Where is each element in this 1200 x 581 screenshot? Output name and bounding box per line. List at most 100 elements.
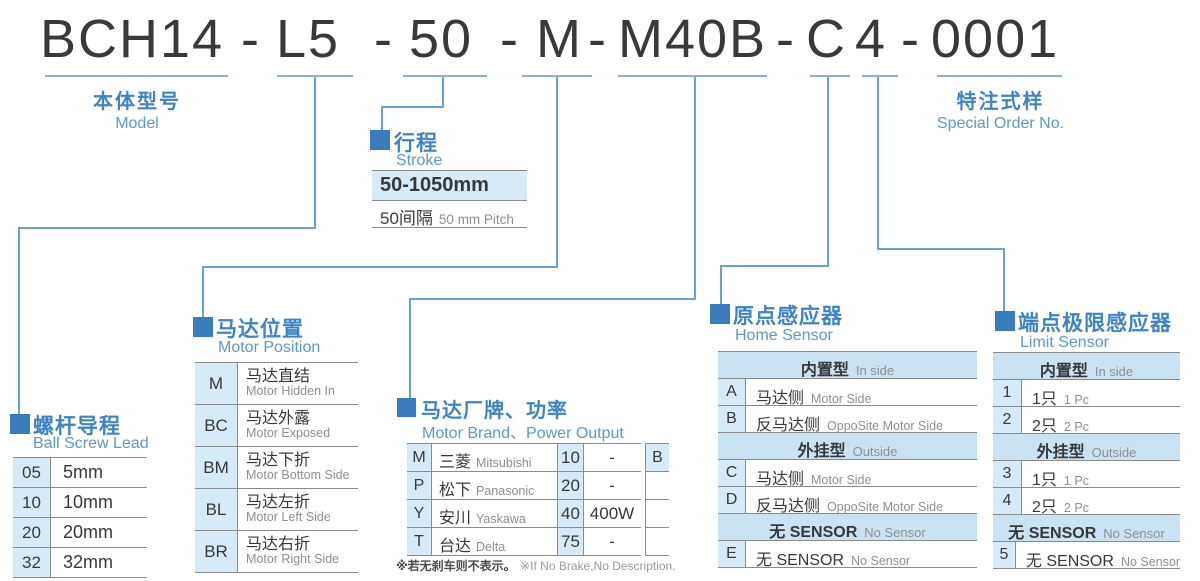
- sensor-zh: 1只: [1032, 391, 1057, 408]
- brake-note-en: ※If No Brake,No Description.: [520, 559, 676, 573]
- stroke-section-title-zh: 行程: [394, 132, 438, 155]
- model-separator: -: [500, 9, 520, 69]
- sensor-en: 1 Pc: [1063, 393, 1089, 407]
- table-row: BM 马达下折 Motor Bottom Side: [195, 447, 358, 489]
- home-sensor-section-title-en: Home Sensor: [735, 327, 833, 344]
- motor-brand-name: 台达 Delta: [432, 528, 558, 555]
- motor-brand-section-title-zh: 马达厂牌、功率: [421, 400, 568, 422]
- lead-section-title-zh: 螺杆导程: [33, 415, 121, 438]
- model-separator: -: [241, 9, 261, 69]
- sensor-value: 无 SENSOR No Sensor: [746, 541, 977, 569]
- group-header-zh: 无 SENSOR: [1008, 525, 1097, 542]
- model-separator: -: [374, 9, 394, 69]
- model-separator: -: [588, 9, 608, 69]
- underline-lead: [277, 75, 353, 77]
- section-marker-icon: [10, 414, 30, 434]
- motor-position-value: 马达左折 Motor Left Side: [238, 489, 358, 530]
- lead-code: 32: [13, 548, 51, 577]
- model-label-en: Model: [115, 115, 159, 132]
- connector-line-lead: [18, 227, 316, 229]
- motor-position-en: Motor Hidden In: [246, 384, 335, 399]
- sensor-zh: 马达侧: [756, 471, 805, 488]
- table-row: 10 10mm: [13, 488, 147, 518]
- brake-note-zh: ※若无刹车则不表示。: [396, 559, 516, 573]
- sensor-code: 2: [993, 407, 1022, 433]
- model-segment-special-order: 0001: [931, 9, 1060, 69]
- connector-line-stroke: [381, 106, 444, 108]
- sensor-en: 1 Pc: [1063, 474, 1089, 488]
- connector-line-motor-brand: [694, 77, 696, 298]
- sensor-value: 1只 1 Pc: [1022, 380, 1180, 408]
- connector-line-motor-position: [202, 266, 558, 268]
- motor-position-value: 马达外露 Motor Exposed: [238, 405, 358, 446]
- group-header-zh: 无 SENSOR: [769, 524, 858, 541]
- sensor-en: Motor Side: [811, 392, 872, 406]
- table-row: T 台达 Delta 75 -: [407, 528, 641, 556]
- underline-limit-sensor: [862, 75, 898, 77]
- table-row: C 马达侧 Motor Side: [718, 460, 977, 488]
- brake-cell: [646, 528, 669, 556]
- lead-code: 20: [13, 518, 51, 547]
- sensor-en: 2 Pc: [1063, 420, 1089, 434]
- model-segment-stroke: 50: [409, 9, 474, 69]
- motor-brand-code: T: [407, 528, 432, 555]
- motor-position-en: Motor Exposed: [246, 426, 331, 441]
- model-segment-lead: L5: [276, 9, 341, 69]
- table-row: M 马达直结 Motor Hidden In: [195, 363, 358, 405]
- group-header-en: In side: [1094, 364, 1134, 379]
- section-marker-icon: [397, 398, 416, 417]
- sensor-code: 4: [993, 488, 1022, 514]
- connector-line-lead: [18, 227, 20, 415]
- sensor-en: OppoSite Motor Side: [827, 419, 944, 433]
- motor-brand-en: Delta: [476, 540, 506, 554]
- brake-cell: [646, 472, 669, 500]
- motor-position-table: M 马达直结 Motor Hidden In BC 马达外露 Motor Exp…: [195, 362, 358, 573]
- lead-value: 5mm: [63, 462, 103, 482]
- group-header-en: In side: [855, 363, 895, 378]
- group-header-zh: 外挂型: [797, 443, 846, 460]
- model-segment-limit-sensor: 4: [855, 9, 888, 69]
- stroke-section-title-en: Stroke: [396, 152, 443, 169]
- brake-column: B: [645, 443, 669, 556]
- motor-brand-section-title-en: Motor Brand、Power Output: [422, 425, 624, 442]
- table-row: 1 1只 1 Pc: [993, 380, 1180, 408]
- table-row: 4 2只 2 Pc: [993, 488, 1180, 516]
- motor-brand-en: Panasonic: [476, 484, 535, 498]
- lead-code: 05: [13, 458, 51, 487]
- sensor-value: 1只 1 Pc: [1022, 461, 1180, 489]
- underline-stroke: [403, 75, 487, 77]
- sensor-code: D: [718, 487, 746, 513]
- motor-position-zh: 马达右折: [246, 535, 311, 553]
- stroke-pitch-row: 50间隔 50 mm Pitch: [372, 201, 527, 228]
- underline-motor-position: [522, 75, 592, 77]
- sensor-code: 1: [993, 380, 1022, 406]
- connector-line-motor-brand: [409, 298, 696, 300]
- lead-section-title-en: Ball Screw Lead: [33, 435, 149, 452]
- table-row: 3 1只 1 Pc: [993, 461, 1180, 489]
- motor-brand-name: 三菱 Mitsubishi: [432, 444, 558, 471]
- table-group-header: 无 SENSOR No Sensor: [993, 515, 1180, 542]
- section-marker-icon: [370, 130, 390, 150]
- table-group-header: 内置型 In side: [718, 352, 977, 379]
- motor-brand-name: 安川 Yaskawa: [432, 500, 558, 527]
- motor-position-zh: 马达直结: [246, 367, 311, 385]
- table-row: BR 马达右折 Motor Right Side: [195, 531, 358, 573]
- sensor-en: Motor Side: [811, 473, 872, 487]
- sensor-en: 2 Pc: [1063, 501, 1089, 515]
- table-group-header: 无 SENSOR No Sensor: [718, 514, 977, 541]
- sensor-en: OppoSite Motor Side: [827, 500, 944, 514]
- stroke-range-row: 50-1050mm: [372, 171, 527, 201]
- connector-line-limit-sensor: [877, 77, 879, 248]
- sensor-code: B: [718, 406, 746, 432]
- model-label-zh: 本体型号: [93, 91, 181, 113]
- lead-value: 10mm: [63, 492, 114, 512]
- power-value: -: [609, 447, 615, 467]
- group-header-zh: 内置型: [1039, 363, 1088, 380]
- connector-line-limit-sensor: [1003, 248, 1005, 312]
- brake-note: ※若无刹车则不表示。 ※If No Brake,No Description.: [396, 557, 676, 575]
- motor-brand-en: Mitsubishi: [476, 456, 532, 470]
- sensor-code: C: [718, 460, 746, 486]
- sensor-code: 5: [993, 542, 1016, 568]
- connector-line-motor-brand: [409, 298, 411, 398]
- sensor-code: A: [718, 379, 746, 405]
